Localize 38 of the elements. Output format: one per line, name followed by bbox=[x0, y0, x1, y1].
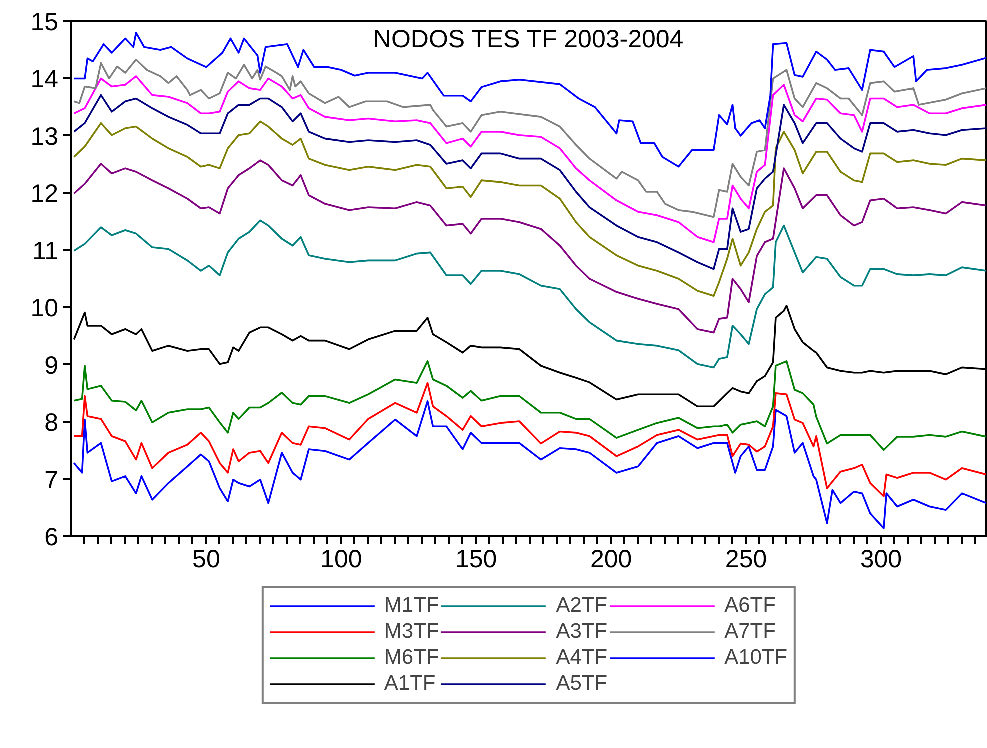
y-tick-label: 10 bbox=[30, 294, 59, 323]
y-tick-label: 11 bbox=[32, 237, 58, 266]
legend-label: A6TF bbox=[724, 594, 776, 618]
y-tick-label: 7 bbox=[44, 466, 58, 494]
line-series bbox=[73, 58, 986, 218]
y-tick-label: 15 bbox=[30, 8, 59, 36]
y-tick-label: 9 bbox=[44, 352, 58, 380]
line-series bbox=[73, 360, 986, 451]
line-series bbox=[73, 220, 986, 369]
legend-label: A7TF bbox=[724, 620, 776, 644]
y-tick-label: 8 bbox=[44, 409, 58, 438]
legend-label: A4TF bbox=[556, 646, 608, 670]
y-tick-label: 12 bbox=[30, 180, 59, 208]
line-series bbox=[73, 94, 986, 270]
x-tick-label: 250 bbox=[725, 546, 768, 574]
line-series bbox=[73, 400, 986, 530]
line-series bbox=[73, 76, 986, 244]
legend-label: A10TF bbox=[724, 646, 788, 670]
x-tick-label: 50 bbox=[192, 546, 220, 574]
x-tick-label: 300 bbox=[860, 546, 902, 574]
line-series bbox=[73, 32, 986, 168]
x-tick-label: 200 bbox=[590, 546, 632, 574]
line-series bbox=[73, 160, 986, 334]
legend-label: A2TF bbox=[556, 594, 608, 618]
legend-label: A3TF bbox=[556, 620, 608, 644]
chart-title: NODOS TES TF 2003-2004 bbox=[373, 26, 684, 54]
legend-label: A1TF bbox=[384, 672, 436, 696]
legend-label: M6TF bbox=[384, 646, 440, 670]
x-tick-label: 100 bbox=[320, 546, 362, 574]
legend-label: M3TF bbox=[384, 620, 440, 644]
x-tick-label: 150 bbox=[456, 546, 498, 574]
legend-label: A5TF bbox=[556, 672, 608, 696]
line-series bbox=[73, 382, 986, 498]
y-tick-label: 14 bbox=[30, 66, 59, 94]
line-series bbox=[73, 120, 986, 298]
y-tick-label: 13 bbox=[30, 122, 59, 151]
y-tick-label: 6 bbox=[44, 524, 58, 552]
legend-label: M1TF bbox=[384, 594, 440, 618]
